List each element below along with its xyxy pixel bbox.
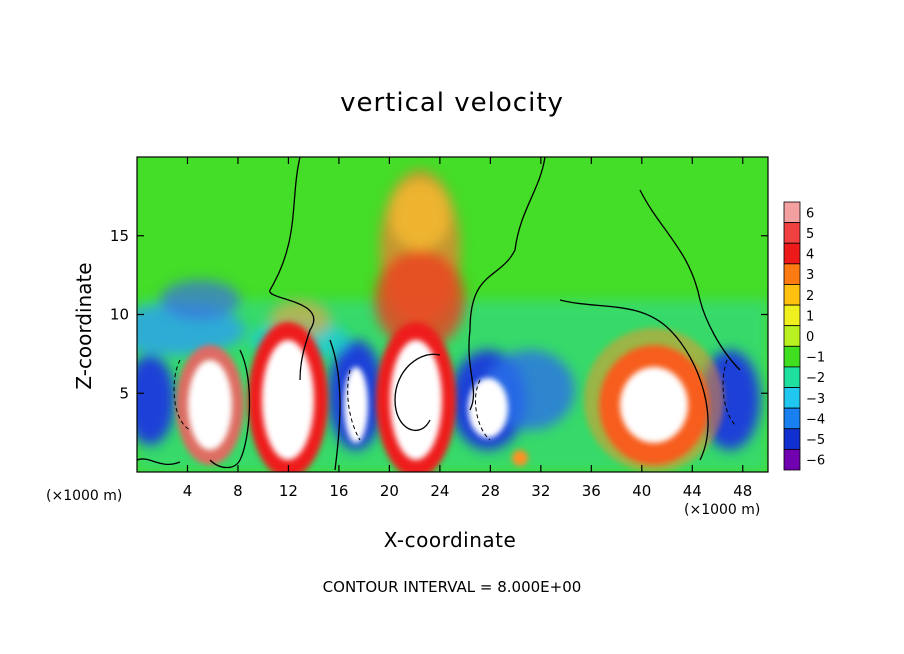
colorbar-swatch	[783, 366, 801, 388]
field-layer	[137, 157, 768, 472]
colorbar-swatch	[783, 304, 801, 327]
colorbar-label: 6	[806, 206, 814, 221]
colorbar-swatch	[783, 428, 801, 450]
colorbar-label: −3	[806, 392, 825, 407]
colorbar-label: 1	[806, 309, 814, 324]
y-axis-label: Z-coordinate	[72, 262, 96, 390]
colorbar-label: −1	[806, 351, 825, 366]
x-tick-label: 28	[481, 482, 500, 500]
colorbar-swatch	[783, 345, 801, 368]
y-ticks: 5 10 15	[110, 227, 768, 402]
x-tick-label: 8	[233, 482, 243, 500]
colorbar-swatch	[783, 242, 801, 265]
x-tick-label: 32	[531, 482, 550, 500]
colorbar-swatch	[783, 222, 801, 244]
y-tick-label: 5	[119, 384, 129, 402]
colorbar-label: −4	[806, 412, 825, 427]
colorbar: 6 5 4 3 2 1 0 −1 −2 −3 −4 −5 −6	[783, 201, 825, 471]
x-ticks: 4 8 12 16 20 24 28 32 36 40 44 48	[183, 157, 752, 500]
colorbar-label: −5	[806, 433, 825, 448]
colorbar-swatch	[783, 325, 801, 347]
chart-title: vertical velocity	[340, 88, 564, 118]
colorbar-label: 5	[806, 227, 814, 242]
colorbar-label: 2	[806, 289, 814, 304]
colorbar-label: 4	[806, 248, 814, 263]
x-scale-label-right: (×1000 m)	[684, 502, 761, 518]
x-tick-label: 4	[183, 482, 193, 500]
y-tick-label: 10	[110, 306, 129, 324]
colorbar-label: −2	[806, 371, 825, 386]
colorbar-label: −6	[806, 454, 825, 469]
colorbar-swatch	[783, 263, 801, 285]
y-tick-label: 15	[110, 227, 129, 245]
x-tick-label: 24	[430, 482, 449, 500]
colorbar-label: 3	[806, 268, 814, 283]
x-tick-label: 40	[632, 482, 651, 500]
x-axis-label: X-coordinate	[383, 528, 517, 552]
colorbar-swatch	[783, 387, 801, 409]
x-tick-label: 44	[683, 482, 702, 500]
x-tick-label: 48	[733, 482, 752, 500]
colorbar-swatch	[783, 284, 801, 306]
x-tick-label: 36	[582, 482, 601, 500]
x-tick-label: 20	[380, 482, 399, 500]
contour-interval-note: CONTOUR INTERVAL = 8.000E+00	[322, 578, 582, 596]
colorbar-swatch	[783, 448, 801, 471]
x-tick-label: 12	[279, 482, 298, 500]
x-scale-label-left: (×1000 m)	[46, 488, 123, 504]
colorbar-swatch	[783, 407, 801, 430]
colorbar-swatch	[783, 201, 801, 224]
x-tick-label: 16	[329, 482, 348, 500]
colorbar-label: 0	[806, 330, 814, 345]
